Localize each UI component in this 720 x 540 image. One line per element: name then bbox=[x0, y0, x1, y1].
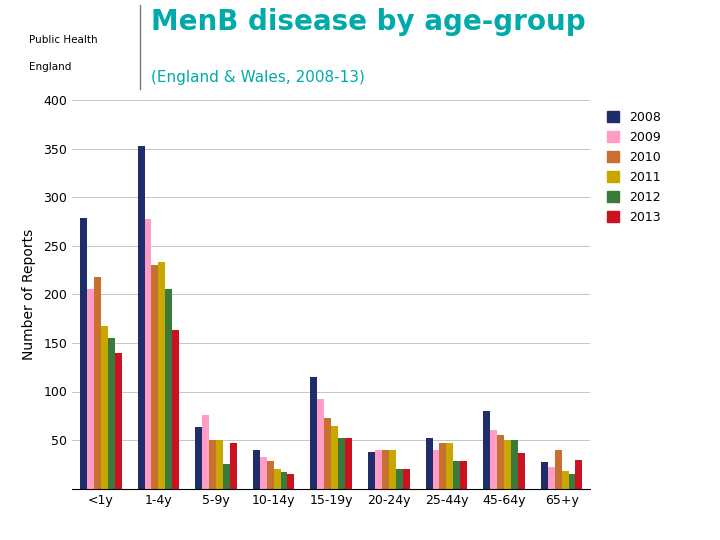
Bar bbox=[114, 353, 122, 489]
Bar bbox=[101, 326, 108, 489]
Bar bbox=[504, 440, 511, 489]
Text: (England & Wales, 2008-13): (England & Wales, 2008-13) bbox=[151, 70, 365, 85]
Bar bbox=[396, 469, 402, 489]
Bar bbox=[94, 277, 101, 489]
Bar bbox=[318, 399, 324, 489]
Bar bbox=[209, 440, 216, 489]
Bar bbox=[375, 450, 382, 489]
Bar bbox=[80, 219, 87, 489]
Bar bbox=[287, 474, 294, 489]
Bar bbox=[382, 450, 389, 489]
Bar bbox=[518, 453, 525, 489]
Bar bbox=[230, 443, 237, 489]
Text: England: England bbox=[29, 62, 71, 72]
Y-axis label: Number of Reports: Number of Reports bbox=[22, 228, 36, 360]
Bar bbox=[172, 330, 179, 489]
Legend: 2008, 2009, 2010, 2011, 2012, 2013: 2008, 2009, 2010, 2011, 2012, 2013 bbox=[602, 106, 666, 228]
Bar bbox=[216, 440, 223, 489]
Bar bbox=[460, 462, 467, 489]
Bar bbox=[402, 469, 410, 489]
Text: 10: 10 bbox=[11, 515, 30, 529]
Bar bbox=[368, 452, 375, 489]
Bar bbox=[166, 289, 172, 489]
Bar bbox=[331, 426, 338, 489]
Bar bbox=[569, 474, 575, 489]
Bar bbox=[439, 443, 446, 489]
Bar bbox=[338, 438, 345, 489]
Text: MenB disease by age-group: MenB disease by age-group bbox=[151, 8, 586, 36]
Bar bbox=[138, 146, 145, 489]
Bar bbox=[426, 438, 433, 489]
Bar bbox=[158, 262, 166, 489]
Bar bbox=[548, 467, 554, 489]
Bar bbox=[324, 418, 331, 489]
Bar bbox=[223, 464, 230, 489]
Text: Public Health: Public Health bbox=[29, 35, 97, 45]
Bar bbox=[108, 338, 114, 489]
Bar bbox=[511, 440, 518, 489]
Bar bbox=[446, 443, 454, 489]
Bar bbox=[202, 415, 209, 489]
Bar bbox=[433, 450, 439, 489]
Bar bbox=[497, 435, 504, 489]
Bar bbox=[483, 411, 490, 489]
Bar bbox=[87, 289, 94, 489]
Bar bbox=[575, 460, 582, 489]
Bar bbox=[266, 462, 274, 489]
Bar bbox=[310, 377, 318, 489]
Bar bbox=[145, 219, 151, 489]
Bar bbox=[454, 462, 460, 489]
Bar bbox=[151, 265, 158, 489]
Bar bbox=[274, 469, 281, 489]
Bar bbox=[389, 450, 396, 489]
Bar bbox=[490, 430, 497, 489]
Bar bbox=[260, 457, 266, 489]
Bar bbox=[345, 438, 352, 489]
Bar bbox=[554, 450, 562, 489]
Bar bbox=[562, 471, 569, 489]
Bar bbox=[195, 428, 202, 489]
Bar bbox=[253, 450, 260, 489]
Bar bbox=[541, 462, 548, 489]
Bar bbox=[281, 472, 287, 489]
